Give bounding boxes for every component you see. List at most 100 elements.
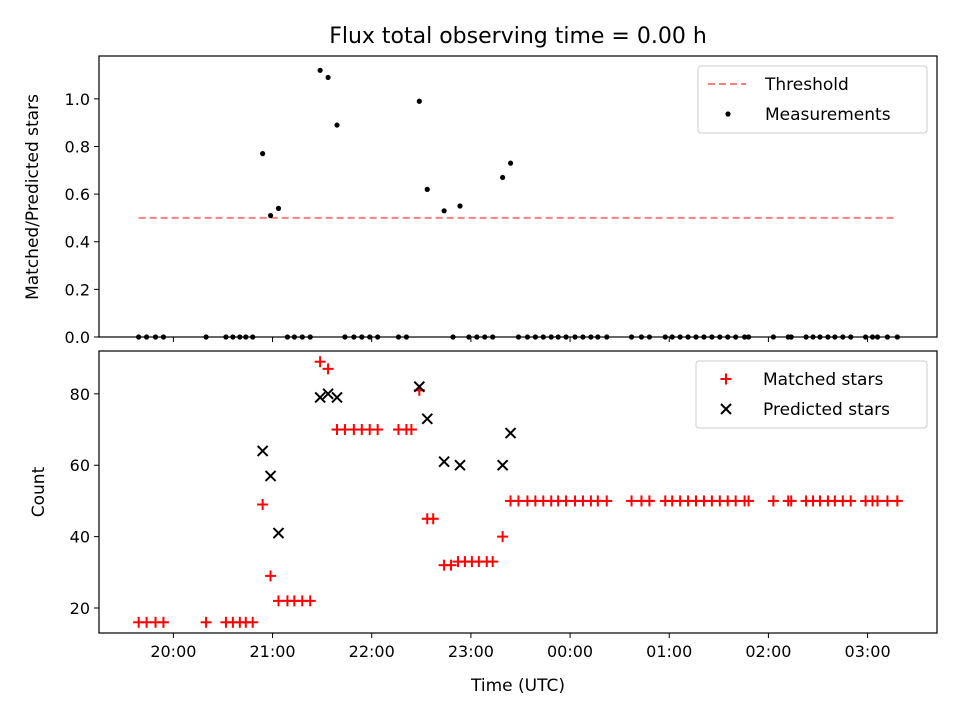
measurement-point: [223, 334, 229, 340]
measurement-point: [267, 212, 274, 219]
matched-star-point: [322, 363, 334, 375]
matched-star-point: [743, 495, 755, 507]
measurement-point: [424, 186, 430, 192]
matched-star-point: [871, 495, 883, 507]
predicted-star-point-b: [331, 391, 343, 404]
count-y-tick-label: 80: [70, 385, 90, 404]
predicted-star-point: [413, 380, 426, 393]
measurement-point: [299, 334, 305, 340]
measurement-point: [441, 208, 447, 214]
predicted-star-point: [421, 413, 433, 425]
predicted-star-point: [314, 391, 326, 404]
chart-title: Flux total observing time = 0.00 h: [329, 24, 707, 49]
measurement-point: [848, 334, 854, 340]
measurement-point: [540, 334, 546, 340]
matched-legend-plus: [720, 373, 732, 385]
matched-star-point: [445, 559, 457, 571]
measurement-point: [563, 334, 569, 340]
matched-star-point: [257, 498, 269, 510]
measurement-point: [466, 334, 472, 340]
count-y-tick-label: 20: [70, 599, 90, 618]
x-tick-label: 00:00: [547, 642, 593, 661]
measurement-point: [500, 174, 506, 181]
ratio-legend: Threshold Measurements: [697, 65, 928, 134]
matched-legend-label: Matched stars: [763, 370, 883, 390]
measurement-point: [532, 334, 538, 340]
x-tick-label: 03:00: [845, 642, 891, 661]
matched-star-point: [427, 513, 439, 525]
matched-star-point: [405, 424, 417, 436]
matched-star-point: [845, 495, 857, 507]
predicted-star-point-b: [504, 427, 517, 439]
predicted-star-point-b: [256, 445, 269, 457]
predicted-legend-marker: [720, 403, 732, 415]
measurements-legend-label: Measurements: [765, 105, 891, 125]
count-y-tick-label: 60: [70, 456, 90, 475]
measurements-legend-marker: [725, 111, 731, 117]
x-axis-label: Time (UTC): [470, 676, 565, 696]
measurement-point: [604, 334, 610, 340]
measurement-point: [725, 334, 731, 340]
measurement-point: [524, 334, 531, 340]
predicted-star-point-b: [454, 459, 466, 471]
matched-star-point: [785, 495, 797, 507]
measurement-point: [832, 334, 838, 340]
measurement-point: [588, 334, 594, 340]
measurement-point: [745, 334, 752, 340]
measurement-point: [375, 334, 381, 340]
predicted-star-point-b: [496, 459, 509, 471]
predicted-legend-label: Predicted stars: [763, 400, 890, 420]
predicted-star-point: [454, 459, 466, 471]
measurement-point: [869, 334, 876, 340]
measurement-point: [894, 334, 900, 340]
measurement-point: [260, 151, 266, 157]
measurement-point: [825, 334, 831, 340]
predicted-star-point-b: [413, 380, 426, 393]
matched-star-point: [247, 616, 259, 628]
measurement-point: [490, 334, 496, 340]
matched-star-point: [314, 356, 326, 368]
measurement-point: [203, 334, 209, 340]
measurement-point: [160, 334, 167, 340]
x-tick-label: 01:00: [646, 642, 692, 661]
measurement-point: [144, 334, 150, 340]
x-tick-label: 21:00: [249, 642, 295, 661]
measurement-point: [733, 334, 739, 340]
threshold-legend-label: Threshold: [764, 75, 849, 95]
count-y-tick-label: 40: [70, 528, 90, 547]
predicted-legend-x: [720, 403, 732, 415]
measurement-point: [317, 67, 323, 73]
measurement-point: [555, 334, 561, 340]
measurement-point: [638, 334, 645, 340]
matched-star-point: [497, 531, 509, 543]
measurement-point: [810, 334, 816, 340]
measurement-point: [482, 334, 488, 340]
predicted-star-point-b: [322, 388, 334, 400]
measurement-point: [325, 74, 331, 81]
measurement-point: [685, 334, 691, 340]
ratio-panel: 0.0 0.2 0.4 0.6 0.8 1.0: [65, 55, 938, 347]
measurement-point: [152, 334, 159, 340]
measurement-point: [803, 334, 809, 340]
predicted-star-point-b: [314, 391, 326, 404]
measurement-point: [840, 334, 846, 340]
count-legend-box: [695, 360, 928, 429]
measurement-point: [367, 334, 373, 340]
ratio-y-tick-label: 0.2: [65, 280, 90, 299]
measurement-point: [646, 334, 653, 340]
measurement-point: [450, 334, 456, 340]
ratio-y-tick-label: 0.8: [65, 137, 90, 156]
predicted-star-point: [331, 391, 343, 404]
measurement-point: [230, 334, 236, 340]
ratio-y-tick-label: 0.4: [65, 233, 90, 252]
measurement-point: [284, 334, 291, 340]
measurement-point: [351, 334, 357, 340]
predicted-legend-x-b: [720, 403, 732, 415]
predicted-star-point-b: [264, 470, 277, 482]
measurement-point: [709, 334, 715, 340]
measurement-point: [862, 334, 869, 340]
measurement-point: [788, 334, 794, 340]
measurement-point: [359, 334, 365, 340]
predicted-star-point-b: [421, 413, 433, 425]
